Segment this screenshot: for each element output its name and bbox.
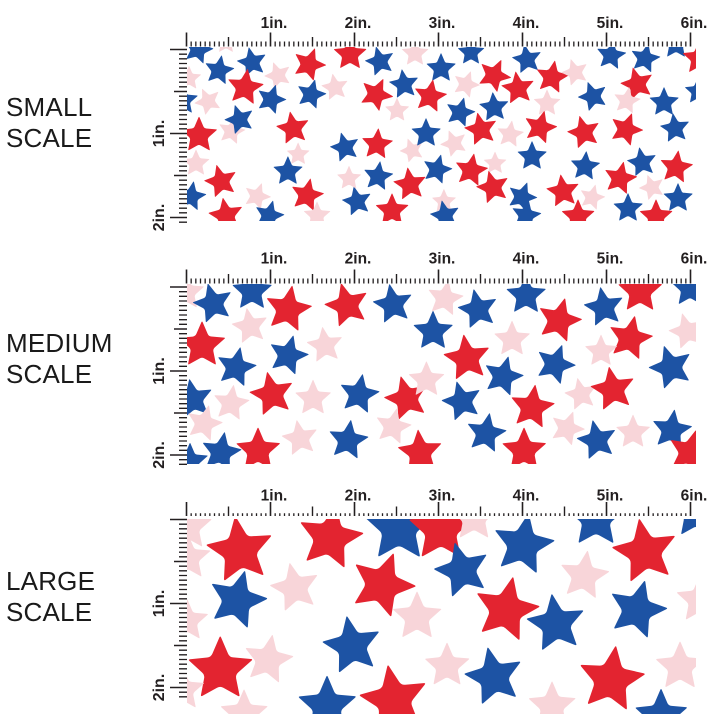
svg-text:6in.: 6in. xyxy=(681,15,708,32)
svg-text:5in.: 5in. xyxy=(597,487,624,504)
svg-text:3in.: 3in. xyxy=(429,487,456,504)
svg-text:2in.: 2in. xyxy=(345,250,372,267)
svg-text:1in.: 1in. xyxy=(261,15,288,32)
svg-text:4in.: 4in. xyxy=(513,15,540,32)
svg-text:4in.: 4in. xyxy=(513,487,540,504)
svg-text:4in.: 4in. xyxy=(513,250,540,267)
svg-text:3in.: 3in. xyxy=(429,250,456,267)
svg-text:1in.: 1in. xyxy=(261,250,288,267)
svg-text:3in.: 3in. xyxy=(429,15,456,32)
svg-text:6in.: 6in. xyxy=(681,250,708,267)
svg-text:2in.: 2in. xyxy=(151,204,168,232)
svg-text:1in.: 1in. xyxy=(151,120,168,148)
svg-text:1in.: 1in. xyxy=(151,590,168,618)
svg-text:2in.: 2in. xyxy=(345,15,372,32)
svg-text:6in.: 6in. xyxy=(681,487,708,504)
svg-text:5in.: 5in. xyxy=(597,15,624,32)
svg-text:2in.: 2in. xyxy=(345,487,372,504)
svg-text:2in.: 2in. xyxy=(151,441,168,469)
svg-text:1in.: 1in. xyxy=(261,487,288,504)
svg-text:5in.: 5in. xyxy=(597,250,624,267)
svg-text:1in.: 1in. xyxy=(151,357,168,385)
svg-text:2in.: 2in. xyxy=(151,674,168,702)
